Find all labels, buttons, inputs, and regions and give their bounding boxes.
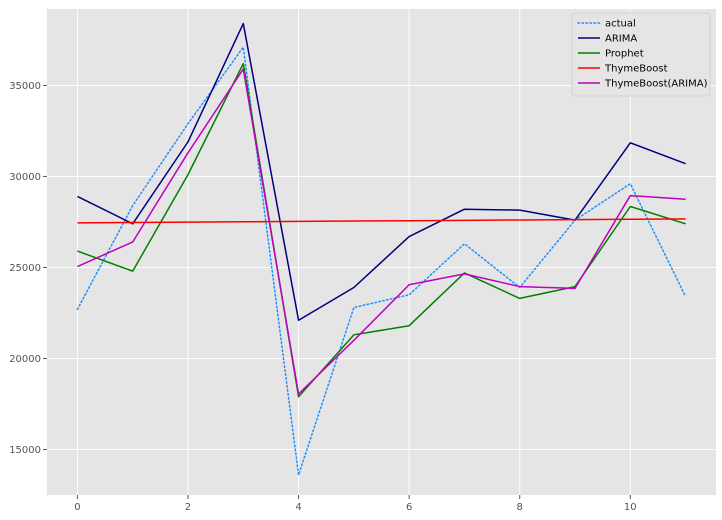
x-tick-label: 4	[295, 502, 301, 513]
x-tick-label: 2	[185, 502, 191, 513]
series-line-thymeboost-arima	[77, 68, 686, 395]
y-tick-label: 25000	[9, 263, 41, 274]
legend-box	[571, 12, 711, 97]
legend-label: Prophet	[605, 49, 644, 60]
series-line-thymeboost	[77, 218, 686, 224]
series-line-actual	[76, 46, 687, 476]
legend-label: ARIMA	[605, 34, 637, 45]
legend: actual ARIMA Prophet ThymeBoost ThymeBoost(A…	[571, 12, 711, 97]
legend-label: ThymeBoost(ARIMA)	[604, 79, 708, 90]
x-tick-label: 6	[406, 502, 412, 513]
x-tick-label: 8	[517, 502, 523, 513]
x-tick-label: 0	[74, 502, 80, 513]
axis-ticks: 0 2 4 6 8 10 15000 20000 25000 30000 35000	[9, 81, 636, 513]
y-tick-label: 35000	[9, 81, 41, 92]
x-tick-label: 10	[624, 502, 637, 513]
legend-label: actual	[605, 19, 636, 30]
series-line-arima	[77, 22, 686, 322]
y-tick-label: 30000	[9, 172, 41, 183]
legend-label: ThymeBoost	[604, 64, 668, 75]
y-tick-label: 15000	[9, 445, 41, 456]
series-lines	[76, 22, 687, 476]
y-tick-label: 20000	[9, 354, 41, 365]
